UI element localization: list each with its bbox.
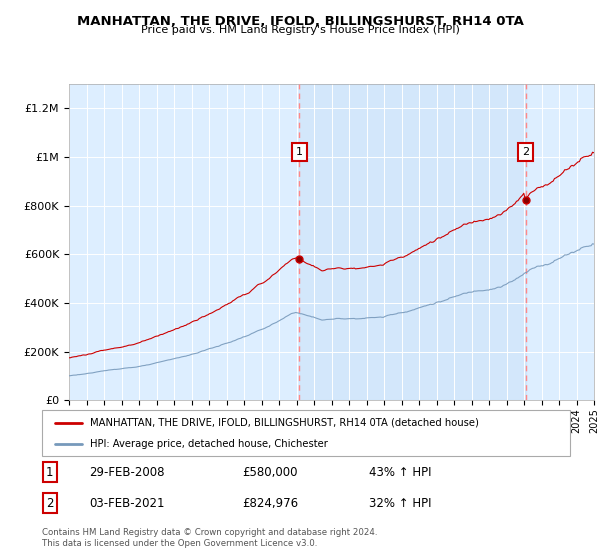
FancyBboxPatch shape [42,410,570,456]
Bar [299,84,526,400]
Text: 2: 2 [46,497,53,510]
Text: 2: 2 [522,147,529,157]
Text: 32% ↑ HPI: 32% ↑ HPI [370,497,432,510]
Text: £824,976: £824,976 [242,497,299,510]
Text: MANHATTAN, THE DRIVE, IFOLD, BILLINGSHURST, RH14 0TA (detached house): MANHATTAN, THE DRIVE, IFOLD, BILLINGSHUR… [89,418,478,428]
Text: 43% ↑ HPI: 43% ↑ HPI [370,465,432,479]
Text: 03-FEB-2021: 03-FEB-2021 [89,497,165,510]
Text: 1: 1 [296,147,303,157]
Text: Contains HM Land Registry data © Crown copyright and database right 2024.
This d: Contains HM Land Registry data © Crown c… [42,528,377,548]
Text: HPI: Average price, detached house, Chichester: HPI: Average price, detached house, Chic… [89,439,328,449]
Text: £580,000: £580,000 [242,465,298,479]
Text: 1: 1 [46,465,53,479]
Text: Price paid vs. HM Land Registry's House Price Index (HPI): Price paid vs. HM Land Registry's House … [140,25,460,35]
Text: 29-FEB-2008: 29-FEB-2008 [89,465,165,479]
Text: MANHATTAN, THE DRIVE, IFOLD, BILLINGSHURST, RH14 0TA: MANHATTAN, THE DRIVE, IFOLD, BILLINGSHUR… [77,15,523,27]
